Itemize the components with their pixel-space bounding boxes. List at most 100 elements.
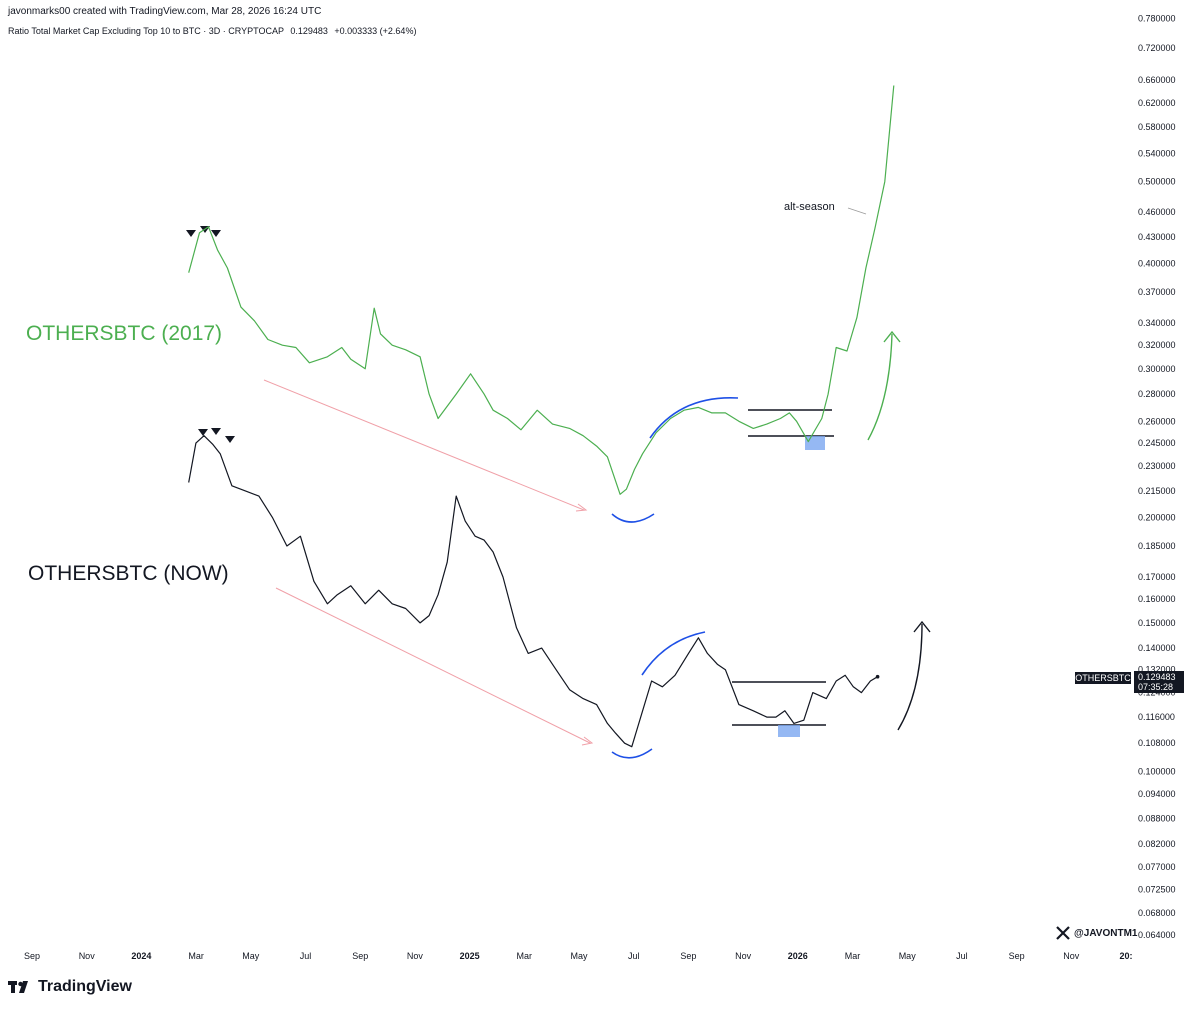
x-tick-label: Mar [188,951,204,961]
y-tick-label: 0.185000 [1138,541,1176,551]
top-marker-2017 [211,230,221,237]
y-tick-label: 0.068000 [1138,908,1176,918]
rounding-arc-now [641,631,706,676]
y-tick-label: 0.400000 [1138,258,1176,268]
projection-arrowhead-2017 [883,330,901,343]
y-tick-label: 0.064000 [1138,930,1176,940]
x-tick-label: May [570,951,588,961]
y-tick-label: 0.540000 [1138,148,1176,158]
x-tick-label: May [899,951,917,961]
x-tick-label: 2024 [131,951,151,961]
y-tick-label: 0.580000 [1138,122,1176,132]
bottom-arc-2017 [611,513,655,523]
y-tick-label: 0.430000 [1138,232,1176,242]
downtrend-arrowhead-now [581,736,594,746]
y-tick-label: 0.200000 [1138,512,1176,522]
y-tick-label: 0.082000 [1138,839,1176,849]
price-axis: 0.064000 0.068000 0.072500 0.077000 0.082000… [1138,14,1176,940]
bottom-arc-now [611,748,653,759]
footer: TradingView [8,975,132,999]
tradingview-logo-icon [8,981,28,993]
x-tick-label: Sep [352,951,368,961]
y-tick-label: 0.215000 [1138,486,1176,496]
downtrend-arrow-2017 [263,379,585,511]
projection-arrowhead-now [913,620,931,633]
y-tick-label: 0.500000 [1138,177,1176,187]
y-tick-label: 0.072500 [1138,884,1176,894]
x-tick-label: Nov [79,951,96,961]
y-tick-label: 0.245000 [1138,438,1176,448]
price-tag-value-box [1134,671,1184,693]
retest-box-2017 [805,436,825,450]
y-tick-label: 0.160000 [1138,594,1176,604]
symbol-info: Ratio Total Market Cap Excluding Top 10 … [8,26,416,36]
price-tag-value: 0.129483 [1138,672,1176,682]
y-tick-label: 0.140000 [1138,643,1176,653]
y-tick-label: 0.320000 [1138,340,1176,350]
y-tick-label: 0.230000 [1138,461,1176,471]
y-tick-label: 0.720000 [1138,43,1176,53]
price-tag-symbol-box [1075,672,1131,684]
last-value: 0.129483 [290,26,328,36]
x-tick-label: Sep [1009,951,1025,961]
y-tick-label: 0.260000 [1138,416,1176,426]
y-tick-label: 0.660000 [1138,75,1176,85]
projection-arrow-2017 [867,333,893,441]
x-logo-icon [1056,926,1070,940]
projection-arrow-now [897,623,923,731]
creator-line: javonmarks00 created with TradingView.co… [8,6,322,17]
downtrend-arrowhead-2017 [575,503,588,512]
series-2017-label: OTHERSBTC (2017) [26,322,222,345]
symbol-description: Ratio Total Market Cap Excluding Top 10 … [8,26,284,36]
price-tag-symbol: OTHERSBTC [1075,673,1131,683]
time-axis: Sep Nov 2024 Mar May Jul Sep Nov 2025 Mar May Jul Se… [24,951,1133,961]
x-tick-label: Mar [845,951,861,961]
top-marker-now [225,436,235,443]
x-tick-label: 20: [1119,951,1132,961]
x-tick-label: 2025 [460,951,480,961]
x-tick-label: Sep [680,951,696,961]
y-tick-label: 0.620000 [1138,98,1176,108]
alt-season-pointer [847,207,867,215]
y-tick-label: 0.108000 [1138,738,1176,748]
x-tick-label: Jul [628,951,640,961]
y-tick-label: 0.370000 [1138,287,1176,297]
top-marker-2017 [186,230,196,237]
y-tick-label: 0.170000 [1138,572,1176,582]
change-value: +0.003333 (+2.64%) [334,26,417,36]
x-tick-label: Nov [735,951,752,961]
author-handle: @JAVONTM1 [1074,927,1138,939]
y-tick-label: 0.077000 [1138,862,1176,872]
retest-box-now [778,725,800,737]
downtrend-arrow-now [275,587,591,744]
series-line-now [188,435,878,748]
alt-season-label: alt-season [784,201,835,213]
rounding-arc-2017 [649,397,739,439]
x-tick-label: 2026 [788,951,808,961]
x-tick-label: Jul [956,951,968,961]
y-tick-label: 0.132000 [1138,665,1176,675]
x-tick-label: Sep [24,951,40,961]
y-tick-label: 0.280000 [1138,389,1176,399]
y-tick-label: 0.116000 [1138,712,1175,722]
y-tick-label: 0.150000 [1138,618,1176,628]
x-tick-label: Nov [407,951,424,961]
y-tick-label: 0.780000 [1138,14,1176,24]
footer-brand: TradingView [38,978,132,995]
top-marker-now [198,429,208,436]
y-tick-label: 0.100000 [1138,766,1176,776]
y-tick-label: 0.088000 [1138,813,1176,823]
top-marker-now [211,428,221,435]
x-tick-label: May [242,951,260,961]
x-tick-label: Nov [1063,951,1080,961]
x-tick-label: Mar [517,951,533,961]
series-line-2017 [188,85,895,495]
x-tick-label: Jul [300,951,312,961]
y-tick-label: 0.300000 [1138,364,1176,374]
series-now-label: OTHERSBTC (NOW) [28,562,229,585]
y-tick-label: 0.460000 [1138,207,1176,217]
author-watermark: @JAVONTM1 [1056,926,1137,940]
y-tick-label: 0.340000 [1138,318,1176,328]
